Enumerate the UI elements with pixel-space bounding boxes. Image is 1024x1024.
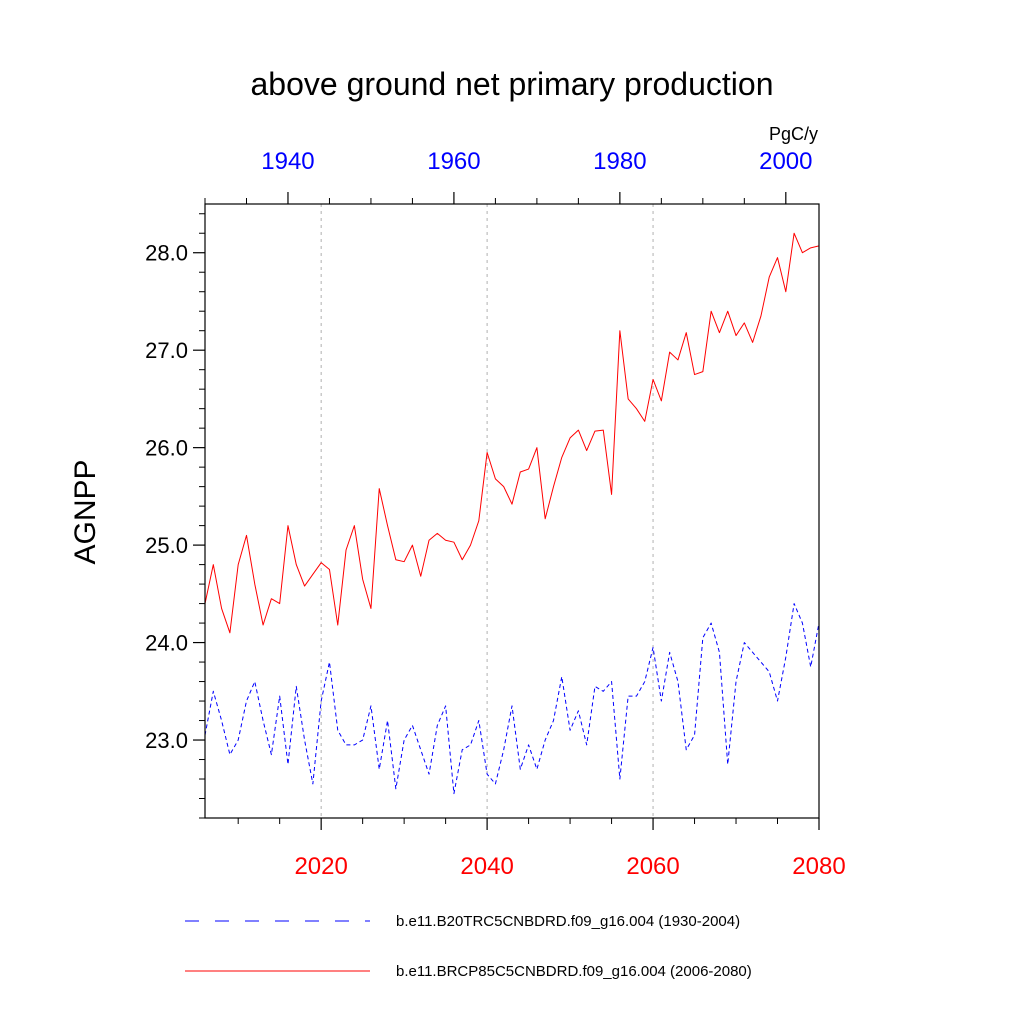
plot-frame xyxy=(204,203,820,819)
y-axis-label: AGNPP xyxy=(69,459,102,564)
y-tick-label: 26.0 xyxy=(145,436,188,461)
y-tick-label: 28.0 xyxy=(145,241,188,266)
units-label: PgC/y xyxy=(769,124,818,144)
x-bottom-tick-label: 2040 xyxy=(460,853,513,880)
legend: b.e11.B20TRC5CNBDRD.f09_g16.004 (1930-20… xyxy=(185,913,752,980)
x-top-tick-label: 2000 xyxy=(759,148,812,175)
y-tick-label: 24.0 xyxy=(145,631,188,656)
x-bottom-tick-label: 2080 xyxy=(792,853,845,880)
x-top-tick-label: 1960 xyxy=(427,148,480,175)
gridlines xyxy=(320,204,654,818)
series-line-rcp85 xyxy=(204,232,820,634)
x-top-tick-label: 1980 xyxy=(593,148,646,175)
series-line-historical xyxy=(204,603,820,795)
series-group xyxy=(204,232,820,795)
y-tick-label: 27.0 xyxy=(145,338,188,363)
tick-labels: 2020 2040 2060 2080 1940 1960 1980 2000 23.0 24.0… xyxy=(145,148,846,880)
chart-title: above ground net primary production xyxy=(251,66,774,102)
x-bottom-tick-label: 2060 xyxy=(626,853,679,880)
legend-label-historical: b.e11.B20TRC5CNBDRD.f09_g16.004 (1930-20… xyxy=(396,913,740,930)
legend-label-rcp85: b.e11.BRCP85C5CNBDRD.f09_g16.004 (2006-2… xyxy=(396,963,752,980)
tick-marks xyxy=(193,192,820,830)
x-bottom-tick-label: 2020 xyxy=(294,853,347,880)
x-top-tick-label: 1940 xyxy=(261,148,314,175)
y-tick-label: 23.0 xyxy=(145,728,188,753)
y-tick-label: 25.0 xyxy=(145,533,188,558)
